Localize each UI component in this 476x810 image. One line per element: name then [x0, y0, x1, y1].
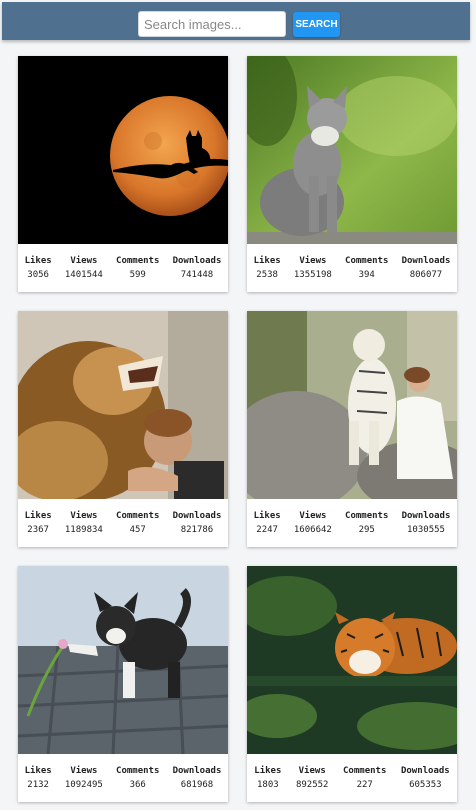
- views-count: 892552: [295, 780, 329, 790]
- comments-label: Comments: [345, 511, 389, 521]
- image-stats: Likes 2367 Views 1189834 Comments 457 Downl…: [18, 510, 228, 536]
- image-card[interactable]: Likes 2247 Views 1606642 Comments 295 Downl…: [247, 311, 457, 547]
- views-label: Views: [70, 766, 98, 776]
- image-white-tiger-woman[interactable]: [247, 311, 457, 499]
- likes-count: 2367: [27, 525, 49, 535]
- image-card[interactable]: Likes 2132 Views 1092495 Comments 366 Downl…: [18, 566, 228, 802]
- downloads-count: 605353: [409, 780, 442, 790]
- image-card[interactable]: Likes 3056 Views 1401544 Comments 599 Downl…: [18, 56, 228, 292]
- image-stats: Likes 1803 Views 892552 Comments 227 Downlo…: [247, 765, 457, 791]
- downloads-label: Downloads: [172, 511, 222, 521]
- comments-label: Comments: [116, 766, 160, 776]
- downloads-label: Downloads: [400, 766, 450, 776]
- downloads-label: Downloads: [172, 766, 222, 776]
- views-label: Views: [70, 256, 98, 266]
- image-card[interactable]: Likes 1803 Views 892552 Comments 227 Downlo…: [247, 566, 457, 802]
- downloads-label: Downloads: [172, 256, 222, 266]
- image-lion-girl[interactable]: [18, 311, 228, 499]
- likes-count: 2538: [256, 270, 278, 280]
- comments-count: 366: [129, 780, 146, 790]
- downloads-count: 681968: [180, 780, 214, 790]
- views-count: 1355198: [293, 270, 332, 280]
- likes-count: 2247: [256, 525, 278, 535]
- downloads-count: 1030555: [407, 525, 445, 535]
- likes-label: Likes: [24, 256, 52, 266]
- image-stats: Likes 3056 Views 1401544 Comments 599 Downl…: [18, 255, 228, 281]
- downloads-count: 821786: [180, 525, 214, 535]
- image-card[interactable]: Likes 2538 Views 1355198 Comments 394 Downl…: [247, 56, 457, 292]
- image-stats: Likes 2247 Views 1606642 Comments 295 Downl…: [247, 510, 457, 536]
- downloads-count: 741448: [180, 270, 214, 280]
- likes-label: Likes: [253, 511, 281, 521]
- views-label: Views: [299, 511, 327, 521]
- search-button[interactable]: SEARCH: [293, 12, 340, 37]
- comments-count: 227: [356, 780, 373, 790]
- comments-label: Comments: [345, 256, 389, 266]
- image-card[interactable]: Likes 2367 Views 1189834 Comments 457 Downl…: [18, 311, 228, 547]
- comments-label: Comments: [116, 256, 160, 266]
- likes-label: Likes: [254, 766, 282, 776]
- image-stats: Likes 2132 Views 1092495 Comments 366 Downl…: [18, 765, 228, 791]
- image-stats: Likes 2538 Views 1355198 Comments 394 Downl…: [247, 255, 457, 281]
- likes-count: 2132: [27, 780, 49, 790]
- comments-label: Comments: [116, 511, 160, 521]
- downloads-count: 806077: [409, 270, 443, 280]
- likes-label: Likes: [24, 511, 52, 521]
- image-kitten-flower[interactable]: [18, 566, 228, 754]
- search-input[interactable]: [138, 11, 286, 37]
- views-label: Views: [70, 511, 98, 521]
- views-count: 1189834: [64, 525, 103, 535]
- image-moon-cat[interactable]: [18, 56, 228, 244]
- comments-count: 599: [129, 270, 146, 280]
- views-label: Views: [298, 766, 326, 776]
- top-search-bar: SEARCH: [2, 2, 470, 40]
- likes-count: 1803: [256, 780, 279, 790]
- image-grey-kitten[interactable]: [247, 56, 457, 244]
- comments-label: Comments: [343, 766, 387, 776]
- views-count: 1092495: [64, 780, 103, 790]
- comments-count: 295: [358, 525, 375, 535]
- comments-count: 457: [129, 525, 146, 535]
- downloads-label: Downloads: [401, 256, 451, 266]
- downloads-label: Downloads: [401, 511, 451, 521]
- image-tiger-water[interactable]: [247, 566, 457, 754]
- views-count: 1401544: [64, 270, 103, 280]
- likes-count: 3056: [27, 270, 49, 280]
- views-count: 1606642: [293, 525, 332, 535]
- likes-label: Likes: [24, 766, 52, 776]
- comments-count: 394: [358, 270, 375, 280]
- views-label: Views: [299, 256, 327, 266]
- likes-label: Likes: [253, 256, 281, 266]
